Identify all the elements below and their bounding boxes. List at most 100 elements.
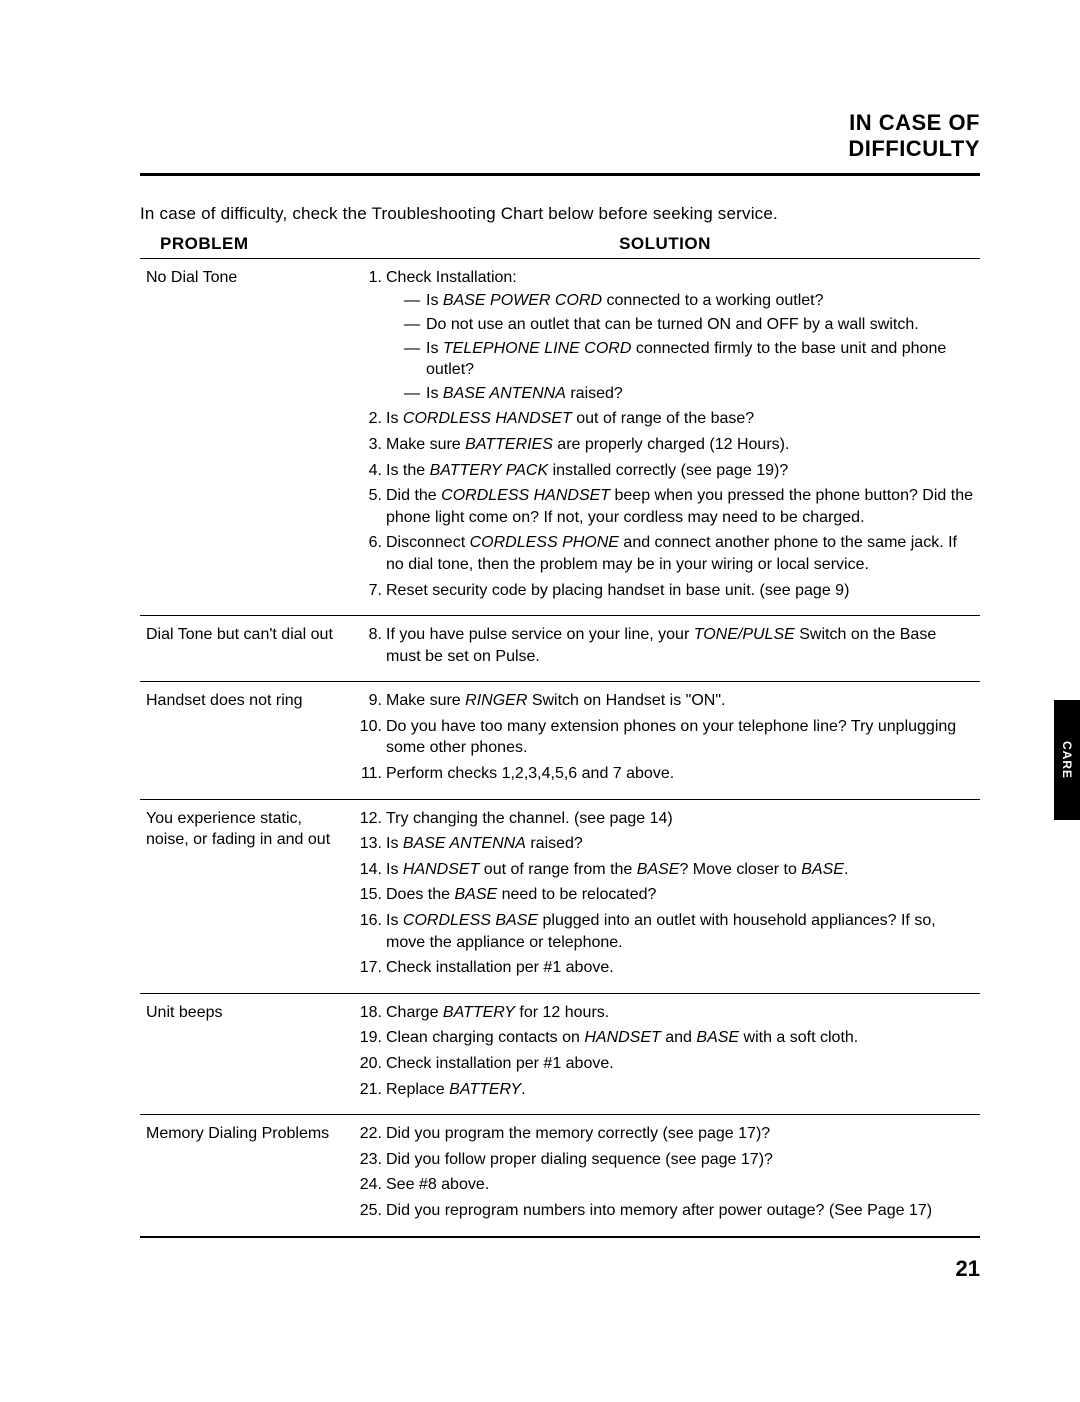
table-row: Unit beeps18.Charge BATTERY for 12 hours… xyxy=(140,993,980,1114)
solution-list: 22.Did you program the memory correctly … xyxy=(356,1123,974,1221)
solution-list: 1.Check Installation:Is BASE POWER CORD … xyxy=(356,267,974,601)
solution-item: 19.Clean charging contacts on HANDSET an… xyxy=(356,1027,974,1049)
item-number: 6. xyxy=(356,532,382,554)
item-number: 24. xyxy=(356,1174,382,1196)
solution-item: 25.Did you reprogram numbers into memory… xyxy=(356,1200,974,1222)
solution-list: 18.Charge BATTERY for 12 hours. 19.Clean … xyxy=(356,1002,974,1100)
solution-item: 6.Disconnect CORDLESS PHONE and connect … xyxy=(356,532,974,575)
item-number: 10. xyxy=(356,716,382,738)
problem-cell: Handset does not ring xyxy=(140,682,350,799)
item-number: 15. xyxy=(356,884,382,906)
item-number: 23. xyxy=(356,1149,382,1171)
problem-cell: Memory Dialing Problems xyxy=(140,1115,350,1237)
solution-item: 15.Does the BASE need to be relocated? xyxy=(356,884,974,906)
solution-cell: 18.Charge BATTERY for 12 hours. 19.Clean … xyxy=(350,993,980,1114)
italic-term: CORDLESS HANDSET xyxy=(441,487,610,504)
solution-item: 9.Make sure RINGER Switch on Handset is … xyxy=(356,690,974,712)
sub-item: Is BASE POWER CORD connected to a workin… xyxy=(404,290,974,312)
solution-item: 23.Did you follow proper dialing sequenc… xyxy=(356,1149,974,1171)
problem-cell: Unit beeps xyxy=(140,993,350,1114)
item-number: 1. xyxy=(356,267,382,289)
table-row: You experience static, noise, or fading … xyxy=(140,799,980,993)
page-number: 21 xyxy=(140,1256,980,1282)
side-tab-label: CARE xyxy=(1060,741,1074,779)
item-number: 2. xyxy=(356,408,382,430)
italic-term: BATTERY xyxy=(443,1004,515,1021)
italic-term: CORDLESS PHONE xyxy=(470,534,619,551)
italic-term: RINGER xyxy=(465,692,527,709)
solution-cell: 1.Check Installation:Is BASE POWER CORD … xyxy=(350,258,980,615)
solution-item: 12.Try changing the channel. (see page 1… xyxy=(356,808,974,830)
problem-cell: No Dial Tone xyxy=(140,258,350,615)
solution-item: 17.Check installation per #1 above. xyxy=(356,957,974,979)
italic-term: BASE xyxy=(801,861,844,878)
italic-term: BASE POWER CORD xyxy=(443,292,602,309)
item-number: 21. xyxy=(356,1079,382,1101)
problem-cell: You experience static, noise, or fading … xyxy=(140,799,350,993)
solution-list: 9.Make sure RINGER Switch on Handset is … xyxy=(356,690,974,784)
solution-cell: 8.If you have pulse service on your line… xyxy=(350,616,980,682)
italic-term: BASE ANTENNA xyxy=(403,835,526,852)
italic-term: CORDLESS BASE xyxy=(403,912,538,929)
solution-item: 13.Is BASE ANTENNA raised? xyxy=(356,833,974,855)
page-header: IN CASE OF DIFFICULTY xyxy=(140,110,980,163)
item-number: 13. xyxy=(356,833,382,855)
solution-item: 8.If you have pulse service on your line… xyxy=(356,624,974,667)
item-number: 5. xyxy=(356,485,382,507)
table-row: Dial Tone but can't dial out8.If you hav… xyxy=(140,616,980,682)
solution-item: 14.Is HANDSET out of range from the BASE… xyxy=(356,859,974,881)
italic-term: CORDLESS HANDSET xyxy=(403,410,572,427)
italic-term: BASE ANTENNA xyxy=(443,385,566,402)
item-number: 11. xyxy=(356,763,382,785)
solution-item: 16.Is CORDLESS BASE plugged into an outl… xyxy=(356,910,974,953)
item-number: 22. xyxy=(356,1123,382,1145)
solution-cell: 9.Make sure RINGER Switch on Handset is … xyxy=(350,682,980,799)
item-number: 4. xyxy=(356,460,382,482)
italic-term: BASE xyxy=(696,1029,739,1046)
item-number: 18. xyxy=(356,1002,382,1024)
header-line-2: DIFFICULTY xyxy=(140,136,980,162)
side-tab: CARE xyxy=(1054,700,1080,820)
solution-item: 11.Perform checks 1,2,3,4,5,6 and 7 abov… xyxy=(356,763,974,785)
item-number: 20. xyxy=(356,1053,382,1075)
italic-term: BASE xyxy=(454,886,497,903)
item-number: 7. xyxy=(356,580,382,602)
table-row: No Dial Tone1.Check Installation:Is BASE… xyxy=(140,258,980,615)
table-row: Memory Dialing Problems 22.Did you progra… xyxy=(140,1115,980,1237)
italic-term: TONE/PULSE xyxy=(694,626,795,643)
item-number: 14. xyxy=(356,859,382,881)
solution-item: 10.Do you have too many extension phones… xyxy=(356,716,974,759)
col-header-solution: SOLUTION xyxy=(350,234,980,254)
solution-list: 12.Try changing the channel. (see page 1… xyxy=(356,808,974,979)
item-number: 17. xyxy=(356,957,382,979)
troubleshooting-table: No Dial Tone1.Check Installation:Is BASE… xyxy=(140,258,980,1238)
item-number: 16. xyxy=(356,910,382,932)
italic-term: HANDSET xyxy=(584,1029,660,1046)
intro-text: In case of difficulty, check the Trouble… xyxy=(140,204,980,224)
solution-item: 3.Make sure BATTERIES are properly charg… xyxy=(356,434,974,456)
solution-item: 18.Charge BATTERY for 12 hours. xyxy=(356,1002,974,1024)
italic-term: HANDSET xyxy=(403,861,479,878)
item-number: 8. xyxy=(356,624,382,646)
solution-list: 8.If you have pulse service on your line… xyxy=(356,624,974,667)
solution-item: 2.Is CORDLESS HANDSET out of range of th… xyxy=(356,408,974,430)
italic-term: BATTERY PACK xyxy=(430,462,549,479)
solution-cell: 22.Did you program the memory correctly … xyxy=(350,1115,980,1237)
italic-term: BATTERY xyxy=(449,1081,521,1098)
sub-item: Is TELEPHONE LINE CORD connected firmly … xyxy=(404,338,974,381)
solution-cell: 12.Try changing the channel. (see page 1… xyxy=(350,799,980,993)
solution-item: 21.Replace BATTERY. xyxy=(356,1079,974,1101)
sub-item: Is BASE ANTENNA raised? xyxy=(404,383,974,405)
solution-item: 20.Check installation per #1 above. xyxy=(356,1053,974,1075)
item-number: 3. xyxy=(356,434,382,456)
problem-cell: Dial Tone but can't dial out xyxy=(140,616,350,682)
italic-term: BATTERIES xyxy=(465,436,553,453)
solution-item: 5.Did the CORDLESS HANDSET beep when you… xyxy=(356,485,974,528)
solution-item: 24.See #8 above. xyxy=(356,1174,974,1196)
sub-item: Do not use an outlet that can be turned … xyxy=(404,314,974,336)
item-number: 12. xyxy=(356,808,382,830)
italic-term: BASE xyxy=(637,861,680,878)
solution-item: 22.Did you program the memory correctly … xyxy=(356,1123,974,1145)
solution-item: 7.Reset security code by placing handset… xyxy=(356,580,974,602)
solution-item: 4.Is the BATTERY PACK installed correctl… xyxy=(356,460,974,482)
